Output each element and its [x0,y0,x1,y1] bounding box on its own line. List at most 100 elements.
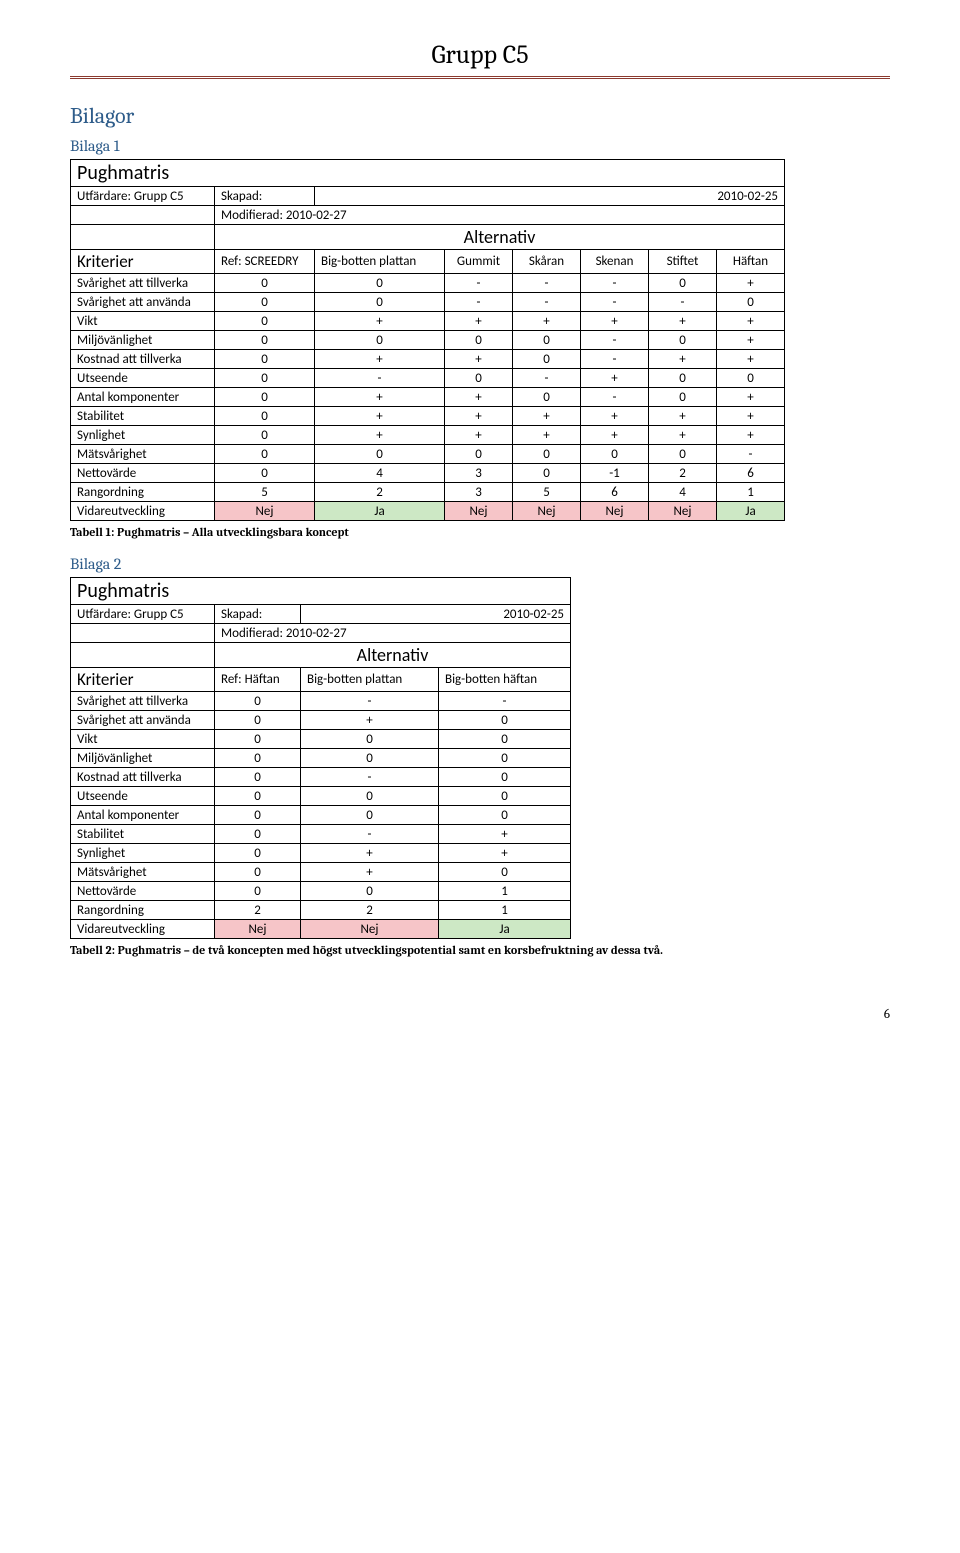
value-cell: - [315,369,445,388]
vidare-cell: Nej [445,502,513,521]
criteria-label: Mätsvårighet [71,863,215,882]
value-cell: 0 [215,464,315,483]
col-header: Stiftet [649,250,717,274]
value-cell: + [717,407,785,426]
table-row: Antal komponenter000 [71,806,571,825]
alternativ-header: Alternativ [215,643,571,668]
page-header: Grupp C5 [70,40,890,79]
value-cell: + [649,312,717,331]
value-cell: 0 [215,825,301,844]
criteria-label: Synlighet [71,426,215,445]
value-cell: - [445,274,513,293]
bilaga1-heading: Bilaga 1 [70,137,890,155]
col-header: Gummit [445,250,513,274]
value-cell: 0 [301,730,439,749]
value-cell: + [649,426,717,445]
value-cell: + [513,312,581,331]
value-cell: 0 [215,293,315,312]
vidare-cell: Nej [215,920,301,939]
pugh-table-1: Pughmatris Utfärdare: Grupp C5 Skapad: 2… [70,159,785,521]
value-cell: 6 [581,483,649,502]
criteria-label: Svårighet att tillverka [71,274,215,293]
value-cell: 0 [301,882,439,901]
value-cell: 0 [215,806,301,825]
modified-cell: Modifierad: 2010-02-27 [215,206,785,225]
value-cell: 5 [215,483,315,502]
table-row: Stabilitet0-+ [71,825,571,844]
value-cell: 0 [581,445,649,464]
value-cell: 0 [445,445,513,464]
table-row: Utseende000 [71,787,571,806]
vidare-cell: Nej [301,920,439,939]
value-cell: + [581,407,649,426]
col-header: Skåran [513,250,581,274]
value-cell: + [301,844,439,863]
table-row: Kriterier Ref: Häftan Big-botten plattan… [71,668,571,692]
value-cell: - [513,293,581,312]
value-cell: + [581,426,649,445]
value-cell: - [581,350,649,369]
col-header: Big-botten plattan [301,668,439,692]
value-cell: + [445,388,513,407]
value-cell: 0 [439,787,571,806]
issuer-cell: Utfärdare: Grupp C5 [71,187,215,206]
value-cell: 2 [301,901,439,920]
table-row: Utfärdare: Grupp C5 Skapad: 2010-02-25 [71,187,785,206]
table-row: Modifierad: 2010-02-27 [71,206,785,225]
value-cell: - [581,388,649,407]
value-cell: 1 [439,882,571,901]
value-cell: 0 [439,730,571,749]
value-cell: 0 [649,274,717,293]
criteria-label: Stabilitet [71,407,215,426]
value-cell: 0 [445,331,513,350]
value-cell: 0 [717,369,785,388]
value-cell: 0 [215,844,301,863]
vidare-label: Vidareutveckling [71,920,215,939]
value-cell: - [439,692,571,711]
value-cell: 0 [513,331,581,350]
value-cell: + [445,407,513,426]
value-cell: 0 [315,331,445,350]
rangordning-label: Rangordning [71,483,215,502]
created-label-cell: Skapad: [215,605,301,624]
value-cell: 0 [439,806,571,825]
value-cell: 0 [215,274,315,293]
value-cell: + [717,274,785,293]
value-cell: - [513,274,581,293]
value-cell: 0 [301,787,439,806]
criteria-label: Utseende [71,369,215,388]
pugh-table-2: Pughmatris Utfärdare: Grupp C5 Skapad: 2… [70,577,571,939]
rangordning-label: Rangordning [71,901,215,920]
table-row: Rangordning 5 2 3 5 6 4 1 [71,483,785,502]
value-cell: 0 [215,350,315,369]
vidare-cell: Ja [439,920,571,939]
kriterier-label: Kriterier [71,250,215,274]
value-cell: 0 [439,711,571,730]
value-cell: 1 [439,901,571,920]
table-row: Kostnad att tillverka0-0 [71,768,571,787]
value-cell: 0 [649,445,717,464]
table-row: Miljövänlighet000 [71,749,571,768]
table-row: Utseende0-0-+00 [71,369,785,388]
vidare-cell: Nej [215,502,315,521]
value-cell: + [439,844,571,863]
value-cell: 0 [301,749,439,768]
criteria-label: Mätsvårighet [71,445,215,464]
table-row: Vikt000 [71,730,571,749]
value-cell: + [315,312,445,331]
created-value-cell: 2010-02-25 [301,605,571,624]
blank-cell [71,643,215,668]
issuer-cell: Utfärdare: Grupp C5 [71,605,215,624]
value-cell: - [301,692,439,711]
value-cell: + [717,312,785,331]
value-cell: 0 [215,331,315,350]
value-cell: 0 [215,787,301,806]
criteria-label: Svårighet att använda [71,711,215,730]
value-cell: 4 [649,483,717,502]
value-cell: + [581,312,649,331]
value-cell: 0 [215,711,301,730]
value-cell: 0 [215,407,315,426]
table-row: Nettovärde 0 0 1 [71,882,571,901]
value-cell: 0 [649,369,717,388]
value-cell: + [445,426,513,445]
